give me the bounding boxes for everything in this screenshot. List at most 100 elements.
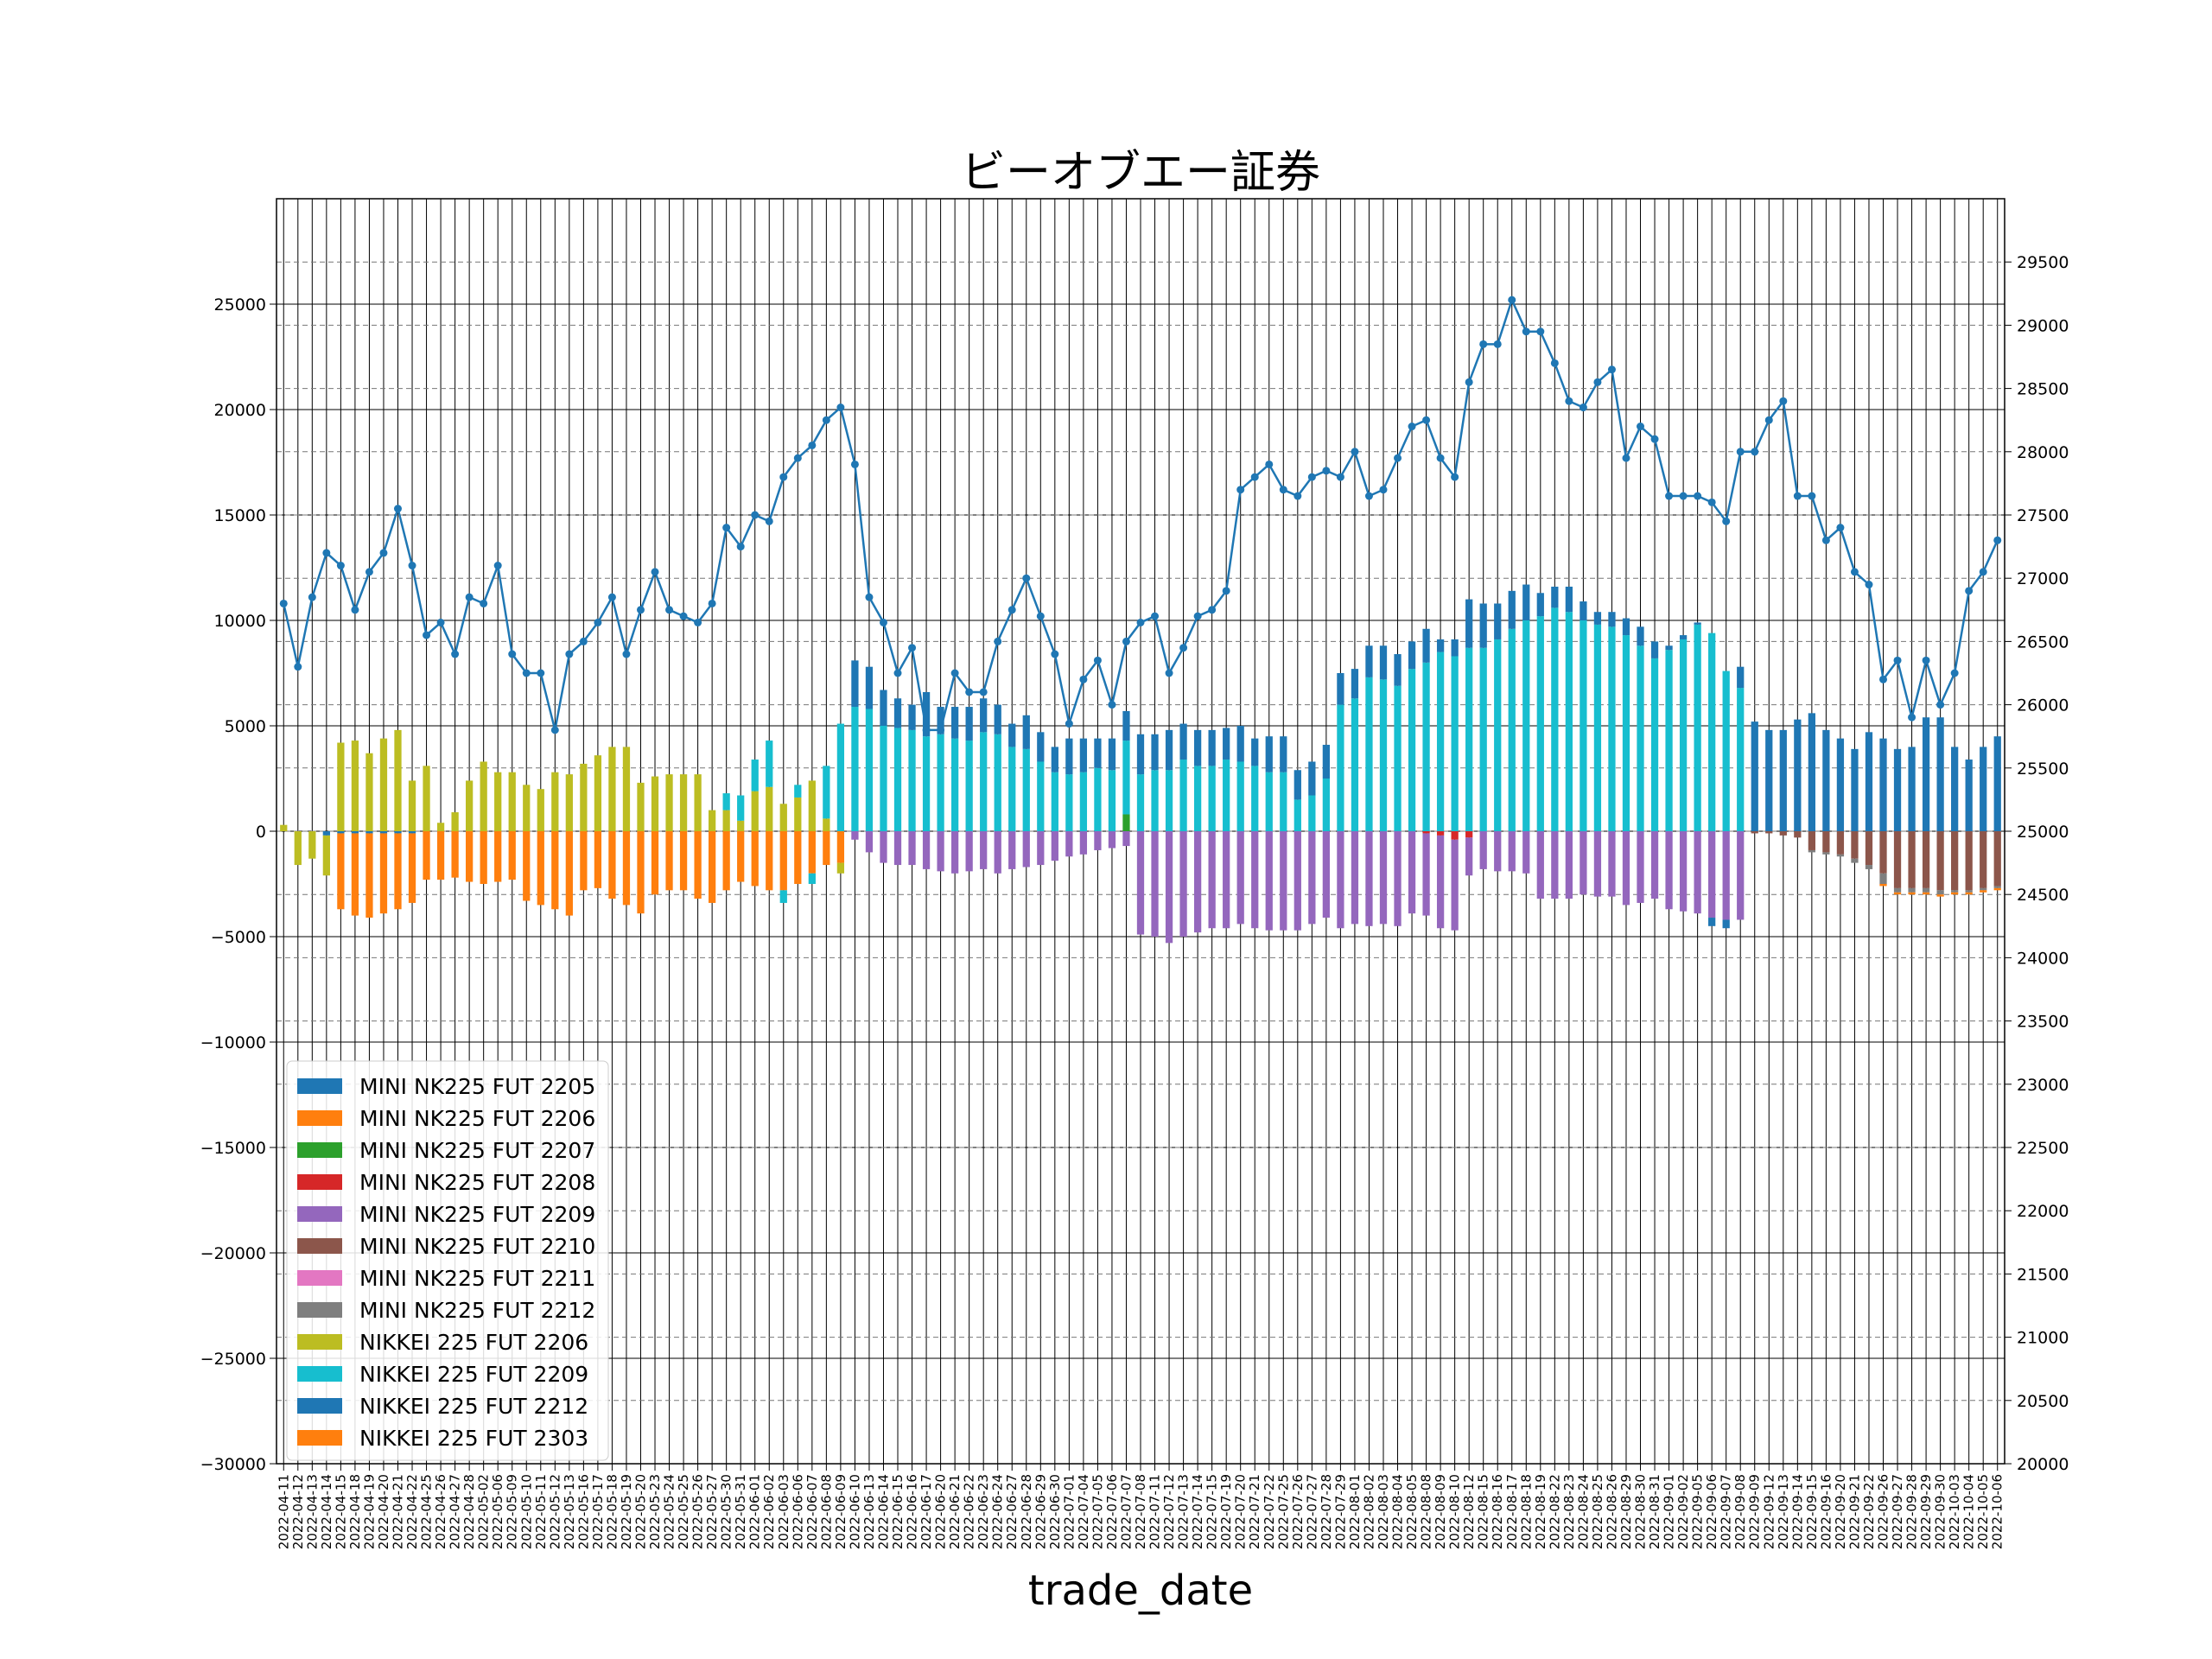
x-tick-label: 2022-05-24	[662, 1474, 677, 1549]
x-tick-label: 2022-08-22	[1547, 1474, 1562, 1549]
price-point	[908, 644, 917, 652]
bar-segment	[937, 831, 944, 872]
bar-segment	[950, 831, 959, 874]
bar-segment	[494, 772, 502, 831]
price-point	[1579, 404, 1587, 412]
y2-tick-label: 26500	[2017, 632, 2069, 652]
bar-segment	[1122, 814, 1130, 831]
price-point	[1036, 612, 1045, 620]
legend-swatch	[297, 1174, 342, 1190]
x-tick-label: 2022-07-11	[1147, 1474, 1163, 1549]
bar-segment	[1737, 688, 1745, 831]
bar-segment	[1280, 772, 1287, 831]
x-tick-label: 2022-07-19	[1218, 1474, 1234, 1549]
legend: MINI NK225 FUT 2205 MINI NK225 FUT 2206 MI…	[286, 1060, 609, 1461]
x-tick-label: 2022-09-27	[1890, 1474, 1905, 1549]
x-axis-ticks: 2022-04-112022-04-122022-04-132022-04-14…	[276, 1464, 2005, 1549]
bar-segment	[1936, 890, 1944, 895]
bar-segment	[1650, 641, 1659, 658]
price-point	[937, 726, 945, 734]
price-point	[1236, 486, 1245, 494]
x-tick-label: 2022-08-30	[1633, 1474, 1649, 1549]
x-tick-label: 2022-06-22	[962, 1474, 977, 1549]
bar-segment	[1265, 831, 1273, 931]
bar-segment	[1836, 738, 1845, 831]
y2-tick-label: 25500	[2017, 760, 2069, 779]
y-tick-label: −5000	[211, 928, 266, 947]
bar-segment	[1322, 744, 1331, 779]
price-point	[607, 593, 616, 601]
price-point	[1736, 448, 1745, 456]
bar-segment	[665, 774, 673, 831]
bar-segment	[379, 831, 388, 834]
legend-label: MINI NK225 FUT 2211	[359, 1266, 595, 1291]
price-point	[765, 517, 773, 525]
bar-segment	[1622, 618, 1630, 636]
legend-label: MINI NK225 FUT 2207	[359, 1138, 595, 1163]
price-point	[1493, 340, 1502, 348]
bar-segment	[980, 831, 988, 869]
bar-segment	[1737, 666, 1745, 689]
bar-segment	[1037, 761, 1045, 831]
bar-segment	[351, 831, 359, 834]
price-point	[1908, 713, 1916, 721]
bar-segment	[1922, 717, 1930, 831]
bar-segment	[1223, 728, 1230, 760]
price-point	[1993, 536, 2002, 544]
x-tick-label: 2022-06-24	[990, 1474, 1006, 1549]
legend-label: MINI NK225 FUT 2208	[359, 1170, 595, 1195]
price-point	[1722, 517, 1731, 525]
x-tick-label: 2022-08-09	[1433, 1474, 1448, 1549]
bar-segment	[823, 818, 830, 831]
price-point	[1065, 720, 1073, 728]
y-tick-label: 25000	[214, 296, 266, 315]
bar-segment	[1494, 603, 1502, 639]
price-point	[922, 726, 931, 734]
legend-label: NIKKEI 225 FUT 2212	[359, 1394, 588, 1419]
x-tick-label: 2022-08-18	[1518, 1474, 1534, 1549]
bar-segment	[1637, 626, 1644, 646]
bar-segment	[836, 862, 845, 874]
bar-segment	[1365, 831, 1373, 926]
bar-segment	[1280, 831, 1287, 931]
bar-segment	[1337, 831, 1344, 929]
legend-swatch	[297, 1078, 342, 1094]
bar-segment	[1251, 738, 1259, 766]
bar-segment	[1551, 831, 1559, 899]
bar-segment	[1451, 831, 1459, 840]
x-tick-label: 2022-04-13	[304, 1474, 320, 1549]
price-point	[1179, 644, 1188, 652]
bars-group	[280, 584, 2001, 944]
x-tick-label: 2022-09-09	[1747, 1474, 1763, 1549]
bar-segment	[622, 831, 631, 906]
x-tick-label: 2022-09-26	[1876, 1474, 1891, 1549]
bar-segment	[1536, 616, 1544, 831]
bar-segment	[1422, 662, 1430, 831]
x-tick-label: 2022-05-18	[604, 1474, 620, 1549]
bar-segment	[1536, 593, 1544, 617]
price-point	[1950, 669, 1959, 677]
y2-tick-label: 26000	[2017, 696, 2069, 715]
bar-segment	[594, 755, 602, 831]
price-point	[1079, 675, 1088, 683]
x-tick-label: 2022-04-11	[276, 1474, 291, 1549]
price-point	[1764, 416, 1773, 424]
price-point	[1394, 454, 1402, 462]
y2-tick-label: 21500	[2017, 1265, 2069, 1284]
bar-segment	[1551, 586, 1559, 608]
price-point	[579, 637, 588, 645]
bar-segment	[1436, 639, 1445, 652]
x-tick-label: 2022-07-26	[1290, 1474, 1306, 1549]
bar-segment	[737, 820, 745, 831]
bar-segment	[322, 835, 330, 876]
x-tick-label: 2022-07-05	[1090, 1474, 1105, 1549]
bar-segment	[1094, 767, 1102, 831]
bar-segment	[1436, 835, 1445, 929]
price-point	[322, 549, 331, 557]
legend-swatch	[297, 1334, 342, 1350]
bar-segment	[980, 732, 988, 831]
x-tick-label: 2022-06-27	[1004, 1474, 1020, 1549]
x-tick-label: 2022-05-06	[490, 1474, 505, 1549]
x-tick-label: 2022-06-08	[818, 1474, 834, 1549]
